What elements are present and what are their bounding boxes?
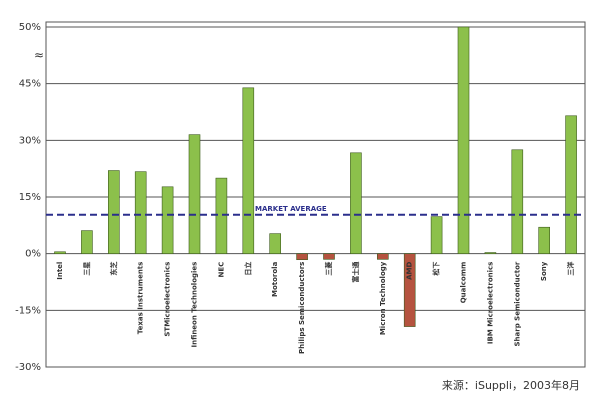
bar [296, 253, 308, 261]
x-tick-label: NEC [217, 262, 225, 278]
bar [215, 177, 228, 254]
x-tick-label: Texas Instruments [137, 262, 145, 335]
bar [565, 115, 577, 254]
y-tick-label: 15% [19, 192, 41, 203]
y-tick-label: 0% [25, 249, 41, 260]
bar [538, 226, 551, 254]
x-tick-label: Intel [56, 262, 64, 280]
x-tick-label: 富士通 [351, 261, 360, 283]
plot-frame [45, 21, 586, 368]
x-tick-label: 日立 [243, 262, 252, 276]
x-tick-label: STMicroelectronics [164, 262, 172, 337]
reference-label: MARKET AVERAGE [255, 205, 327, 213]
x-tick-label: 三菱 [324, 262, 333, 276]
x-tick-label: IBM Microelectronics [486, 262, 494, 344]
y-tick-label: 30% [19, 135, 41, 146]
x-tick-label: 松下 [432, 262, 441, 276]
bar [188, 134, 201, 254]
bar [511, 149, 524, 254]
x-tick-label: 三洋 [566, 262, 575, 276]
bar [350, 152, 362, 254]
bar [323, 253, 335, 260]
axis-break: ≈ [34, 48, 44, 62]
x-tick-label: Sony [540, 261, 548, 281]
y-tick-label: 50% [19, 22, 41, 33]
x-tick-label: 三星 [82, 262, 91, 276]
source-note: 来源：iSuppli，2003年8月 [442, 378, 580, 392]
x-tick-label: Motorola [271, 261, 279, 297]
bar [269, 233, 282, 254]
x-tick-label: Qualcomm [460, 262, 468, 304]
bar [403, 253, 416, 327]
bar [430, 216, 443, 254]
bar [484, 252, 497, 254]
bar [457, 26, 470, 254]
x-tick-label: AMD [406, 261, 414, 279]
bar [54, 251, 66, 254]
bar [376, 253, 389, 260]
x-tick-label: Infineon Technologies [191, 262, 199, 348]
bar [242, 87, 255, 254]
x-tick-label: 东芝 [109, 262, 118, 276]
bar [108, 170, 120, 254]
x-tick-label: Micron Technology [379, 261, 387, 335]
y-tick-label: 45% [19, 79, 41, 90]
y-tick-label: -30% [15, 362, 41, 373]
y-tick-label: -15% [15, 305, 41, 316]
x-tick-label: Philips Semiconductors [298, 262, 306, 354]
bar [161, 186, 174, 254]
x-tick-label: Sharp Semiconductor [513, 261, 521, 346]
bar [81, 230, 93, 254]
bar [134, 171, 147, 254]
